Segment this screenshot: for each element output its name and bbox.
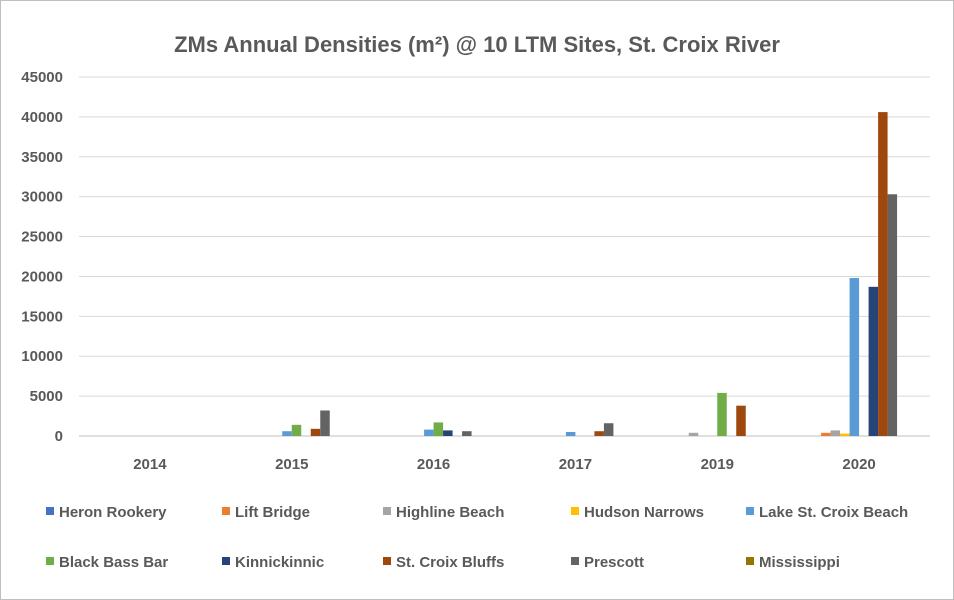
legend-label: Highline Beach [396, 504, 504, 521]
bar [849, 278, 860, 436]
bar [688, 432, 699, 436]
chart-title: ZMs Annual Densities (m²) @ 10 LTM Sites… [174, 32, 780, 57]
bar [282, 431, 292, 436]
x-tick-label: 2017 [559, 456, 592, 473]
legend-label: Black Bass Bar [59, 554, 168, 571]
y-tick-label: 35000 [21, 149, 63, 166]
legend-label: Heron Rookery [59, 504, 167, 521]
bar [717, 392, 727, 436]
bar [310, 428, 321, 436]
y-tick-label: 15000 [21, 308, 63, 325]
x-tick-label: 2016 [417, 456, 450, 473]
legend-swatch [46, 507, 54, 515]
bar [603, 423, 614, 436]
legend-label: Hudson Narrows [584, 504, 704, 521]
legend-swatch [746, 507, 754, 515]
y-tick-label: 30000 [21, 189, 63, 206]
bar [594, 431, 604, 436]
y-tick-label: 25000 [21, 229, 63, 246]
bar [320, 410, 330, 436]
x-tick-label: 2019 [701, 456, 734, 473]
bar [565, 432, 576, 436]
y-tick-label: 20000 [21, 268, 63, 285]
legend-swatch [571, 557, 579, 565]
bar [830, 430, 841, 436]
bar [736, 405, 746, 436]
legend-swatch [571, 507, 579, 515]
legend-swatch [383, 557, 391, 565]
y-tick-label: 0 [55, 428, 63, 445]
legend-swatch [222, 557, 230, 565]
legend-label: St. Croix Bluffs [396, 554, 504, 571]
bar [887, 194, 898, 436]
legend-label: Prescott [584, 554, 644, 571]
bar [433, 422, 444, 436]
y-tick-label: 5000 [30, 388, 63, 405]
bar [878, 112, 888, 436]
legend-swatch [383, 507, 391, 515]
gridlines [79, 76, 930, 437]
bar [840, 433, 850, 436]
y-tick-label: 10000 [21, 348, 63, 365]
legend-label: Mississippi [759, 554, 840, 571]
x-tick-label: 2015 [275, 456, 308, 473]
legend-label: Lift Bridge [235, 504, 310, 521]
y-axis-ticks: 0 5000 10000 15000 20000 25000 30000 35000 40000… [21, 69, 63, 445]
x-tick-label: 2020 [842, 456, 875, 473]
legend-label: Lake St. Croix Beach [759, 504, 908, 521]
legend-swatch [46, 557, 54, 565]
legend: Heron Rookery Lift Bridge Highline Beach Hu… [46, 504, 908, 571]
legend-label: Kinnickinnic [235, 554, 324, 571]
bar [424, 429, 434, 436]
x-axis-ticks: 2014 2015 2016 2017 2019 2020 [133, 456, 876, 473]
legend-swatch [746, 557, 754, 565]
bar [443, 430, 453, 436]
y-tick-label: 40000 [21, 109, 63, 126]
bar [821, 432, 831, 436]
bars [282, 112, 898, 436]
y-tick-label: 45000 [21, 69, 63, 86]
x-tick-label: 2014 [133, 456, 167, 473]
bar [462, 431, 472, 436]
bar [868, 286, 879, 436]
bar [291, 424, 302, 436]
legend-swatch [222, 507, 230, 515]
